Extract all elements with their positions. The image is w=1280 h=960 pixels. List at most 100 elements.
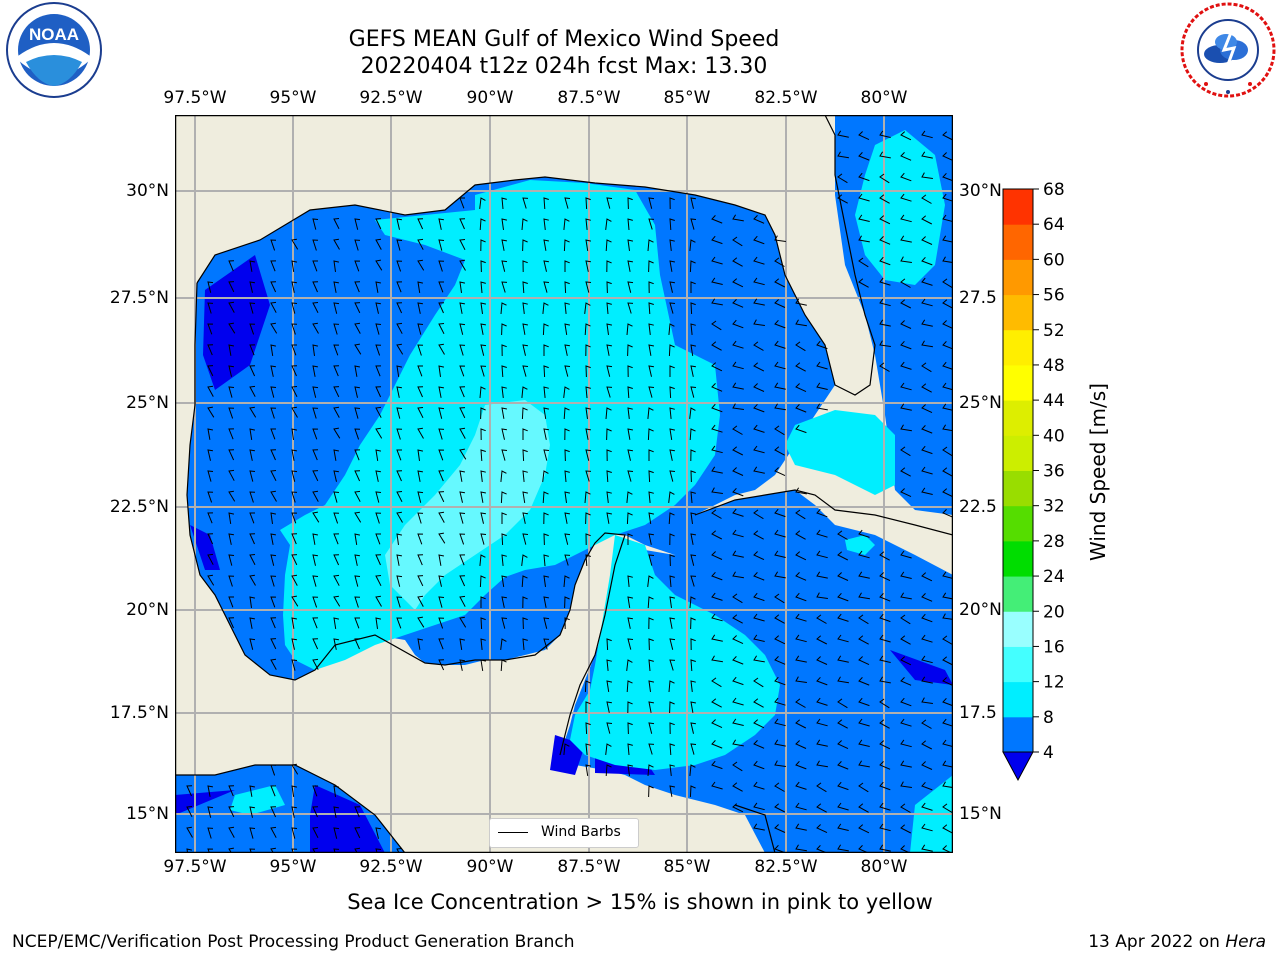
wind-barb [417, 323, 424, 335]
wind-barb [879, 761, 891, 770]
wind-barb [648, 365, 654, 377]
wind-barb [753, 319, 765, 326]
lon-tick-label: 85°W [663, 88, 711, 108]
wind-barb [900, 718, 912, 727]
wind-barb [564, 281, 570, 294]
wind-barb [312, 533, 318, 545]
wind-barb [501, 323, 507, 336]
wind-barb [900, 467, 911, 477]
wind-barb [795, 572, 807, 581]
wind-barb [354, 554, 360, 566]
wind-barb [375, 238, 382, 250]
wind-barb [711, 571, 723, 581]
wind-barb [816, 676, 828, 686]
wind-barb [647, 239, 654, 252]
wind-barb [333, 406, 340, 418]
wind-barb [459, 575, 466, 587]
wind-barb [858, 718, 870, 727]
wind-barb [921, 719, 932, 729]
wind-barb [921, 697, 933, 704]
wind-barb [605, 239, 612, 252]
wind-barb [563, 386, 570, 398]
wind-barb [837, 572, 849, 581]
wind-barb [605, 218, 612, 230]
wind-barb [270, 575, 277, 587]
wind-barb [837, 173, 848, 184]
wind-barb [501, 239, 507, 251]
wind-barb [626, 323, 633, 336]
wind-barb [186, 848, 193, 853]
wind-barb [753, 362, 765, 372]
wind-barb [291, 449, 297, 461]
wind-barb [375, 595, 382, 607]
wind-barb [711, 235, 723, 245]
lat-tick-label: 20°N [959, 600, 1002, 620]
wind-barb [627, 596, 634, 608]
wind-barb [564, 470, 570, 483]
wind-barb [459, 616, 467, 628]
wind-barb [186, 806, 193, 818]
wind-barb [564, 533, 571, 545]
wind-barb [584, 680, 591, 693]
wind-barb [585, 533, 591, 546]
wind-barb [354, 449, 361, 461]
wind-barb [585, 764, 592, 776]
wind-barb [606, 428, 612, 441]
wind-barb [501, 386, 507, 398]
colorbar-tick-label: 68 [1043, 180, 1065, 200]
wind-barb [291, 406, 298, 418]
wind-barb [921, 613, 933, 623]
wind-barb [627, 743, 633, 756]
wind-barb [942, 718, 953, 727]
wind-barb [585, 512, 591, 525]
colorbar-tick-label: 64 [1043, 215, 1065, 235]
wind-barb [291, 302, 298, 314]
wind-barb [648, 785, 654, 798]
wind-barb [753, 403, 765, 413]
wind-barb [858, 235, 870, 243]
wind-barb [627, 260, 633, 272]
wind-barb [585, 218, 591, 230]
wind-barb [921, 172, 933, 179]
wind-barb [585, 260, 591, 272]
wind-barb [606, 260, 612, 273]
wind-barb [669, 554, 675, 567]
wind-barb [648, 617, 654, 630]
wind-barb [207, 281, 214, 293]
wind-barb [711, 509, 722, 519]
speed-band-4 [175, 790, 235, 815]
wind-barb [774, 718, 786, 727]
wind-barb [312, 365, 318, 377]
wind-barb [711, 424, 723, 433]
wind-barb [375, 575, 382, 587]
wind-barb [816, 361, 828, 370]
wind-barb [606, 491, 612, 503]
wind-barb [543, 512, 549, 525]
wind-barb [648, 260, 654, 273]
speed-band-8 [785, 410, 895, 495]
wind-barb [564, 428, 570, 441]
wind-barb [396, 511, 403, 523]
wind-barb [291, 533, 298, 545]
wind-barb [333, 238, 340, 250]
wind-barb [816, 635, 828, 645]
wind-barb [563, 218, 570, 230]
wind-barb [228, 322, 236, 334]
colorbar-tick-label: 20 [1043, 602, 1065, 622]
wind-barb [543, 533, 549, 546]
wind-barb [837, 551, 849, 561]
wind-barb [228, 785, 235, 797]
wind-barb [669, 596, 676, 608]
wind-barb [689, 407, 696, 419]
wind-barb [291, 470, 298, 482]
wind-barb [396, 449, 402, 461]
wind-barb [669, 617, 675, 629]
wind-barb [606, 470, 612, 483]
wind-barb [816, 340, 828, 350]
wind-barb [942, 193, 953, 202]
wind-barb [312, 260, 318, 272]
wind-barb [795, 781, 807, 790]
wind-barb [921, 781, 933, 791]
wind-barb [354, 343, 362, 355]
wind-barb [228, 826, 235, 838]
